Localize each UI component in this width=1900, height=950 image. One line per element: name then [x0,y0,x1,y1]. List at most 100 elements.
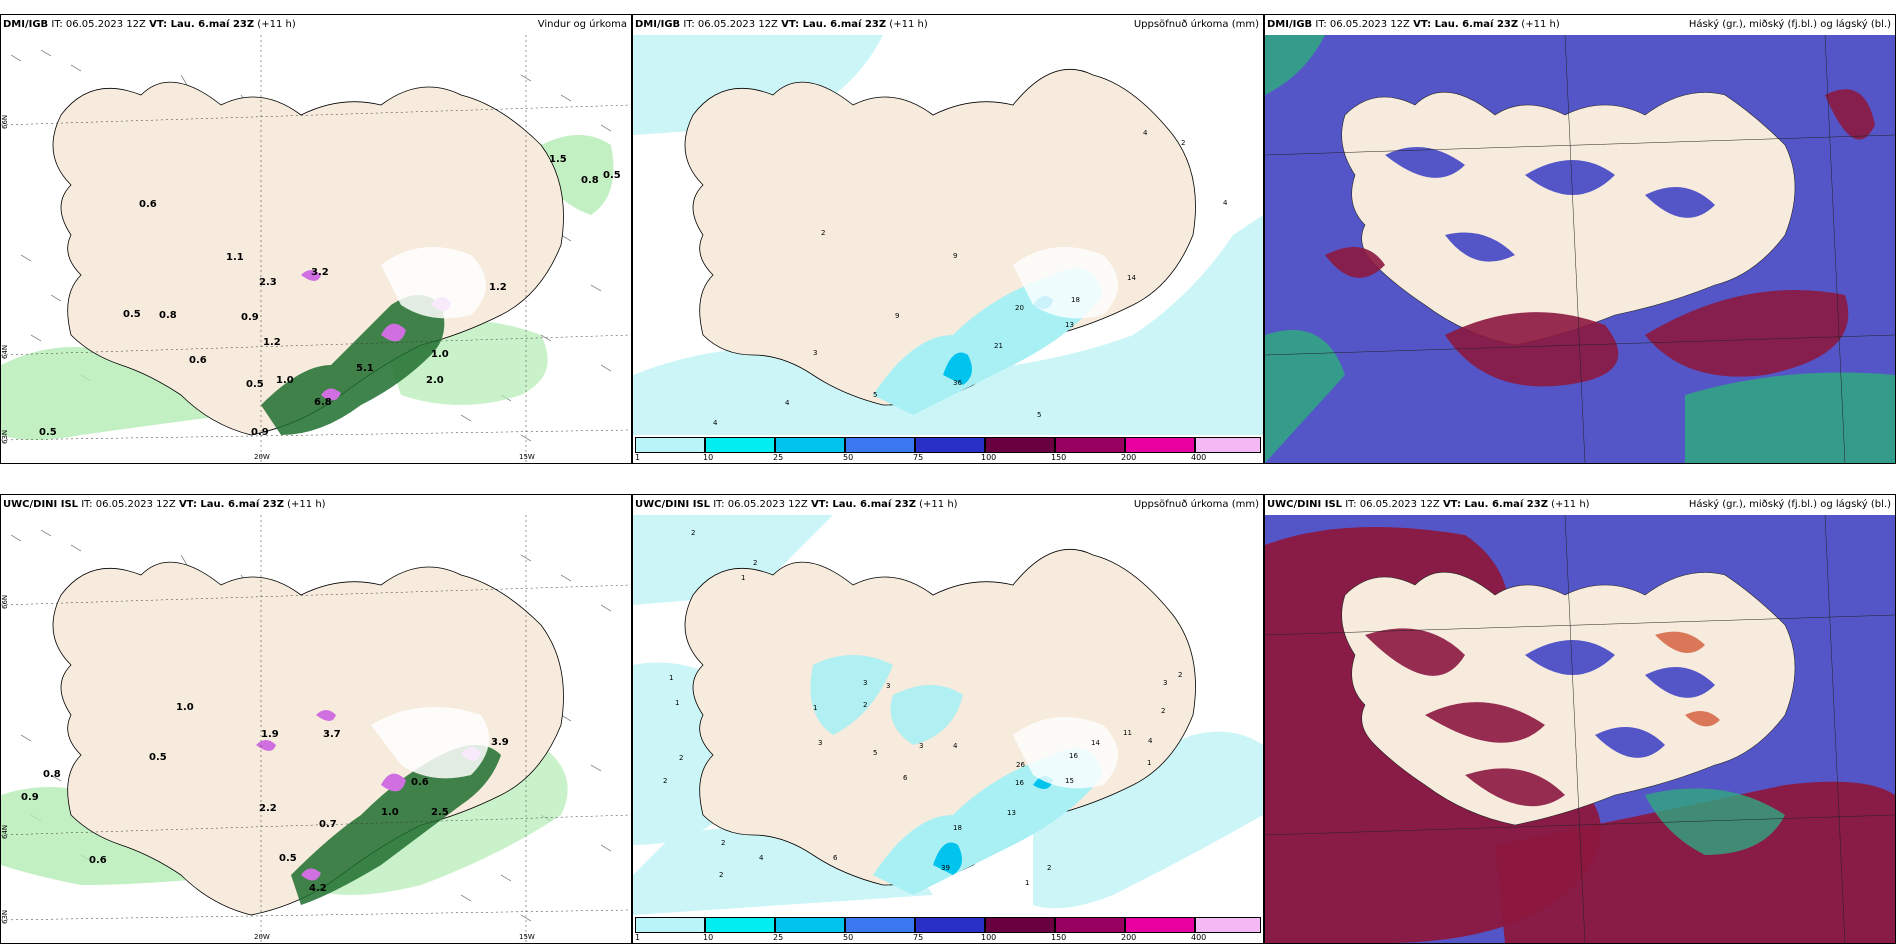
colorbar-tick: 200 [1121,453,1137,462]
colorbar-tick: 10 [703,933,714,942]
model-name: DMI/IGB [3,19,49,30]
init-time: IT: 06.05.2023 12Z [1315,19,1410,30]
value-label: 0.6 [411,777,429,788]
panel-header: DMI/IGB IT: 06.05.2023 12Z VT: Lau. 6.ma… [1,15,631,35]
value-label: 0.7 [319,819,337,830]
value-label: 1.2 [263,337,281,348]
value-label: 0.6 [139,199,157,210]
value-label: 0.8 [581,175,599,186]
model-name: UWC/DINI ISL [1267,499,1343,510]
value-label: 2 [1181,139,1185,147]
init-time: IT: 06.05.2023 12Z [1345,499,1440,510]
lead-time: (+11 h) [1521,19,1560,30]
value-label: 5 [873,749,877,757]
dark-precip-band [291,745,501,905]
value-label: 0.5 [603,170,621,181]
cloud-map [1265,35,1895,463]
colorbar-tick: 150 [1051,453,1067,462]
value-label: 0.9 [241,312,259,323]
panel-header: UWC/DINI ISL IT: 06.05.2023 12Z VT: Lau.… [633,495,1263,515]
colorbar-swatch [845,917,915,933]
value-label: 0.6 [189,355,207,366]
lat-label: 63N [1,430,9,444]
colorbar-swatch [1055,437,1125,453]
colorbar-tick: 150 [1051,933,1067,942]
precip-core [933,776,1053,875]
value-label: 3.7 [323,729,341,740]
valid-time: VT: Lau. 6.maí 23Z [1413,19,1519,30]
colorbar-swatch [1125,917,1195,933]
value-label: 3 [813,349,817,357]
panel-dmi-cloud: DMI/IGB IT: 06.05.2023 12Z VT: Lau. 6.ma… [1264,14,1896,464]
colorbar-swatch [705,917,775,933]
panel-dmi-precip: DMI/IGB IT: 06.05.2023 12Z VT: Lau. 6.ma… [632,14,1264,464]
value-label: 16 [1015,779,1024,787]
value-label: 21 [994,342,1003,350]
value-label: 13 [1065,321,1074,329]
value-label: 0.8 [159,310,177,321]
value-label: 2.0 [426,375,444,386]
value-label: 0.9 [251,427,269,438]
panel-title: Uppsöfnuð úrkoma (mm) [1133,499,1259,510]
value-label: 0.8 [43,769,61,780]
value-label: 1.0 [431,349,449,360]
value-label: 1.1 [226,252,244,263]
value-label: 14 [1091,739,1100,747]
colorbar-swatch [985,917,1055,933]
glacier-white [371,707,489,779]
cloud-red-patches [1365,628,1565,807]
lon-label: 15W [519,933,535,941]
value-label: 0.5 [246,379,264,390]
colorbar-tick: 50 [843,453,854,462]
value-label: 1 [675,699,679,707]
value-label: 1 [741,574,745,582]
lat-label: 64N [1,825,9,839]
precip-zone [810,655,963,745]
lat-label: 64N [1,345,9,359]
precip-colorbar: 1 10 25 50 75 100 150 200 400 [633,915,1263,943]
lead-time: (+11 h) [287,499,326,510]
colorbar-tick: 1 [635,453,641,462]
value-label: 9 [895,312,899,320]
cloud-blue-patches [1385,147,1715,262]
value-label: 3 [1163,679,1167,687]
value-label: 5.1 [356,363,374,374]
lat-label: 66N [1,595,9,609]
glacier-white [1013,247,1118,319]
init-time: IT: 06.05.2023 12Z [683,19,778,30]
value-labels: 2 2 1 1 1 1 2 2 3 2 3 5 3 4 6 18 39 13 1… [663,529,1182,887]
cloud-blue-patches [1525,640,1715,758]
colorbar-swatch [1195,917,1261,933]
value-label: 4 [785,399,790,407]
light-precip-zone [633,35,883,135]
glacier-white [381,247,486,319]
value-label: 2 [663,777,667,785]
valid-time: VT: Lau. 6.maí 23Z [781,19,887,30]
light-precip-zone [633,515,833,605]
value-label: 3 [919,742,923,750]
value-label: 1.2 [489,282,507,293]
value-label: 1 [1147,759,1151,767]
value-labels: 1.0 0.5 0.8 0.9 0.6 1.9 3.7 2.2 0.5 0.7 … [21,702,509,894]
value-label: 4 [953,742,958,750]
value-label: 4 [1143,129,1148,137]
colorbar-tick: 200 [1121,933,1137,942]
init-time: IT: 06.05.2023 12Z [81,499,176,510]
model-name: DMI/IGB [635,19,681,30]
value-label: 16 [1069,752,1078,760]
value-label: 2.3 [259,277,277,288]
lead-time: (+11 h) [1551,499,1590,510]
value-label: 3.2 [311,267,329,278]
value-label: 4 [713,419,718,427]
precip-core [943,296,1053,385]
panel-uwc-cloud: UWC/DINI ISL IT: 06.05.2023 12Z VT: Lau.… [1264,494,1896,944]
panel-dmi-wind: DMI/IGB IT: 06.05.2023 12Z VT: Lau. 6.ma… [0,14,632,464]
valid-time: VT: Lau. 6.maí 23Z [149,19,255,30]
precip-map: 4 2 4 2 9 9 20 18 14 21 13 3 4 5 36 4 5 [633,35,1263,435]
value-label: 18 [1071,296,1080,304]
value-labels: 0.6 1.1 2.3 3.2 0.5 0.8 0.9 1.2 0.6 0.5 … [39,154,621,438]
light-precip-zone [1033,731,1263,909]
value-label: 5 [873,391,877,399]
panel-title: Vindur og úrkoma [537,19,627,30]
valid-time: VT: Lau. 6.maí 23Z [1442,499,1548,510]
